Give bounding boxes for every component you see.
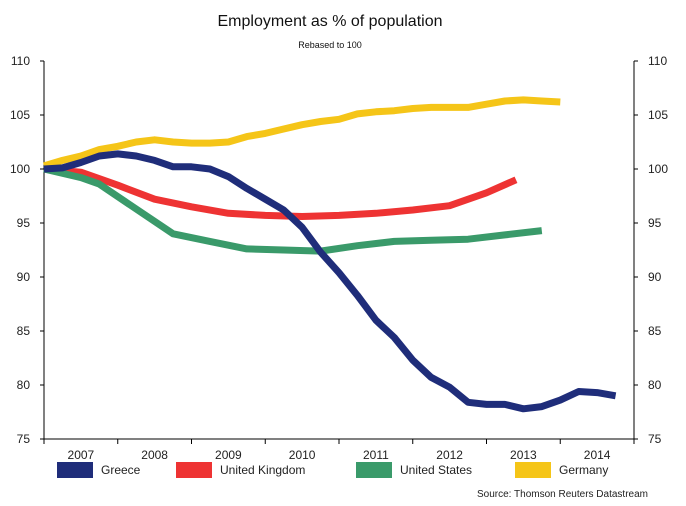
y-tick-right-label: 90 <box>648 270 662 284</box>
legend: Greece United Kingdom United States Germany <box>57 462 608 478</box>
series-line-greece <box>43 150 617 413</box>
y-tick-left-label: 105 <box>10 108 30 122</box>
y-tick-left-label: 90 <box>17 270 31 284</box>
axes: 75 75 80 80 85 85 90 90 95 95 100 100 105 105 110 110 20… <box>10 54 668 462</box>
chart-subtitle: Rebased to 100 <box>298 40 362 50</box>
x-tick-label: 2011 <box>363 448 389 462</box>
y-tick-right-label: 75 <box>648 432 662 446</box>
legend-label-greece: Greece <box>101 463 141 477</box>
y-tick-right-label: 85 <box>648 324 662 338</box>
series-line-united-states <box>43 165 543 255</box>
legend-label-united-states: United States <box>400 463 472 477</box>
series-line-germany <box>43 96 561 170</box>
y-tick-right-label: 110 <box>648 54 667 68</box>
x-tick-label: 2009 <box>215 448 242 462</box>
legend-label-germany: Germany <box>559 463 608 477</box>
legend-swatch-greece <box>57 462 93 478</box>
x-tick-label: 2008 <box>141 448 168 462</box>
x-tick-label: 2012 <box>436 448 463 462</box>
y-tick-right-label: 100 <box>648 162 668 176</box>
y-tick-right-label: 105 <box>648 108 668 122</box>
y-tick-right-label: 95 <box>648 216 662 230</box>
legend-label-united-kingdom: United Kingdom <box>220 463 305 477</box>
y-tick-left-label: 95 <box>17 216 31 230</box>
x-tick-label: 2007 <box>68 448 95 462</box>
legend-swatch-united-states <box>356 462 392 478</box>
legend-swatch-germany <box>515 462 551 478</box>
y-tick-left-label: 85 <box>17 324 31 338</box>
series-lines <box>43 96 617 413</box>
source-note: Source: Thomson Reuters Datastream <box>477 489 648 500</box>
series-line-united-kingdom <box>43 165 518 220</box>
x-tick-label: 2013 <box>510 448 537 462</box>
x-tick-label: 2010 <box>289 448 316 462</box>
x-tick-label: 2014 <box>584 448 611 462</box>
y-tick-left-label: 80 <box>17 378 31 392</box>
y-tick-left-label: 100 <box>10 162 30 176</box>
y-tick-left-label: 110 <box>11 54 30 68</box>
y-tick-left-label: 75 <box>17 432 31 446</box>
y-tick-right-label: 80 <box>648 378 662 392</box>
chart-title: Employment as % of population <box>217 13 442 30</box>
legend-swatch-united-kingdom <box>176 462 212 478</box>
